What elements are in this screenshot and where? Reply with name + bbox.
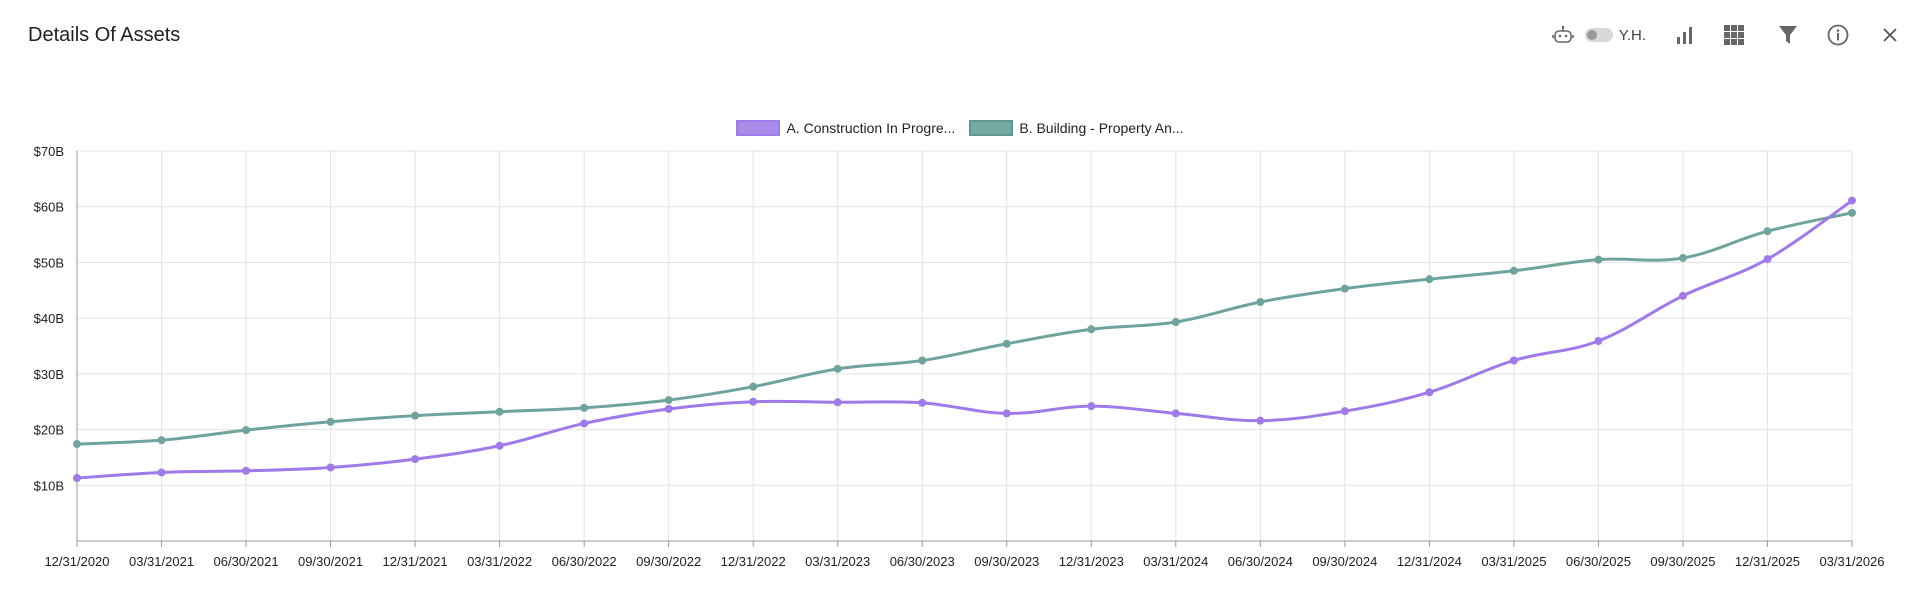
bar-chart-icon[interactable] — [1672, 18, 1696, 52]
legend-swatch-a — [736, 120, 781, 136]
x-tick-label: 12/31/2021 — [383, 554, 448, 569]
x-tick-label: 06/30/2023 — [890, 554, 955, 569]
series-b-point — [1256, 297, 1265, 306]
series-b-point — [157, 436, 166, 445]
x-tick-label: 06/30/2024 — [1228, 554, 1293, 569]
x-tick-label: 09/30/2024 — [1312, 554, 1377, 569]
legend-label-b: B. Building - Property An... — [1019, 120, 1184, 136]
series-b-point — [1340, 284, 1349, 293]
toggle-switch[interactable] — [1584, 28, 1613, 42]
legend-item-b[interactable]: B. Building - Property An... — [969, 120, 1184, 136]
x-tick-label: 09/30/2023 — [974, 554, 1039, 569]
x-tick-label: 12/31/2023 — [1059, 554, 1124, 569]
x-tick-label: 03/31/2025 — [1481, 554, 1546, 569]
legend-item-a[interactable]: A. Construction In Progre... — [736, 120, 955, 136]
filter-icon[interactable] — [1776, 18, 1800, 52]
series-a-point — [664, 404, 673, 413]
x-tick-label: 06/30/2025 — [1566, 554, 1631, 569]
x-tick-label: 03/31/2022 — [467, 554, 532, 569]
series-b-point — [1509, 266, 1518, 275]
series-b-line — [76, 211, 1853, 446]
x-tick-label: 06/30/2022 — [552, 554, 617, 569]
series-b-point — [1763, 227, 1772, 236]
y-tick-label: $40B — [34, 311, 64, 326]
page-title: Details Of Assets — [28, 24, 181, 46]
series-a-point — [1848, 196, 1856, 205]
x-tick-label: 12/31/2025 — [1735, 554, 1800, 569]
series-b-point — [749, 382, 758, 391]
x-tick-label: 12/31/2024 — [1397, 554, 1462, 569]
series-b-point — [411, 411, 420, 420]
series-b-point — [326, 417, 335, 426]
x-tick-label: 03/31/2021 — [129, 554, 194, 569]
series-a-point — [1509, 356, 1518, 365]
series-a-point — [1594, 336, 1603, 345]
series-a-point — [580, 419, 589, 428]
legend-label-a: A. Construction In Progre... — [786, 120, 956, 136]
series-b-point — [1848, 208, 1856, 217]
series-b-point — [918, 356, 927, 365]
series-b-point — [1171, 318, 1180, 327]
header: Details Of Assets Y.H. — [0, 0, 1920, 70]
y-tick-label: $30B — [34, 367, 64, 382]
series-a-point — [749, 397, 758, 406]
info-icon[interactable] — [1826, 18, 1850, 52]
series-a-point — [1763, 255, 1772, 264]
legend-swatch-b — [969, 120, 1014, 136]
series-b-point — [833, 364, 842, 373]
series-a-point — [1678, 291, 1687, 300]
series-a-point — [1002, 409, 1011, 418]
y-tick-label: $60B — [34, 200, 64, 215]
y-tick-label: $20B — [34, 423, 64, 438]
series-a-point — [73, 474, 81, 483]
series-b-point — [1678, 253, 1687, 262]
robot-icon[interactable] — [1551, 18, 1575, 52]
series-b-point — [664, 396, 673, 405]
series-b-point — [1002, 339, 1011, 348]
x-tick-label: 03/31/2024 — [1143, 554, 1208, 569]
series-b-point — [1425, 275, 1434, 284]
series-a-point — [1087, 402, 1096, 411]
series-b-point — [1594, 255, 1603, 264]
series-a-point — [1171, 409, 1180, 418]
series-a-line — [76, 199, 1853, 480]
series-a-point — [1256, 416, 1265, 425]
series-a-point — [1340, 407, 1349, 416]
series-a-point — [326, 463, 335, 472]
series-a-point — [242, 466, 251, 475]
series-b-point — [495, 407, 504, 416]
series-b-point — [242, 426, 251, 435]
yh-label: Y.H. — [1618, 26, 1646, 44]
series-a-point — [157, 468, 166, 477]
y-tick-label: $70B — [34, 144, 64, 159]
series-a-point — [411, 455, 420, 464]
x-tick-label: 09/30/2021 — [298, 554, 363, 569]
x-tick-label: 03/31/2023 — [805, 554, 870, 569]
y-tick-label: $50B — [34, 255, 64, 270]
series-a-point — [833, 398, 842, 407]
series-b-point — [73, 440, 81, 449]
yh-toggle[interactable]: Y.H. — [1575, 18, 1672, 52]
toolbar: Y.H. — [1551, 18, 1900, 52]
grid-icon[interactable] — [1722, 18, 1746, 52]
x-tick-label: 12/31/2020 — [44, 554, 109, 569]
series-b-point — [1087, 325, 1096, 334]
x-tick-label: 06/30/2021 — [214, 554, 279, 569]
series-a-point — [918, 398, 927, 407]
y-tick-label: $10B — [34, 478, 64, 493]
x-tick-label: 09/30/2025 — [1650, 554, 1715, 569]
series-b-point — [580, 403, 589, 412]
x-tick-label: 09/30/2022 — [636, 554, 701, 569]
close-icon[interactable] — [1880, 18, 1900, 52]
x-tick-label: 03/31/2026 — [1819, 554, 1884, 569]
chart-legend: A. Construction In Progre... B. Building… — [0, 120, 1920, 136]
series-a-point — [495, 441, 504, 450]
x-tick-label: 12/31/2022 — [721, 554, 786, 569]
series-a-point — [1425, 388, 1434, 397]
